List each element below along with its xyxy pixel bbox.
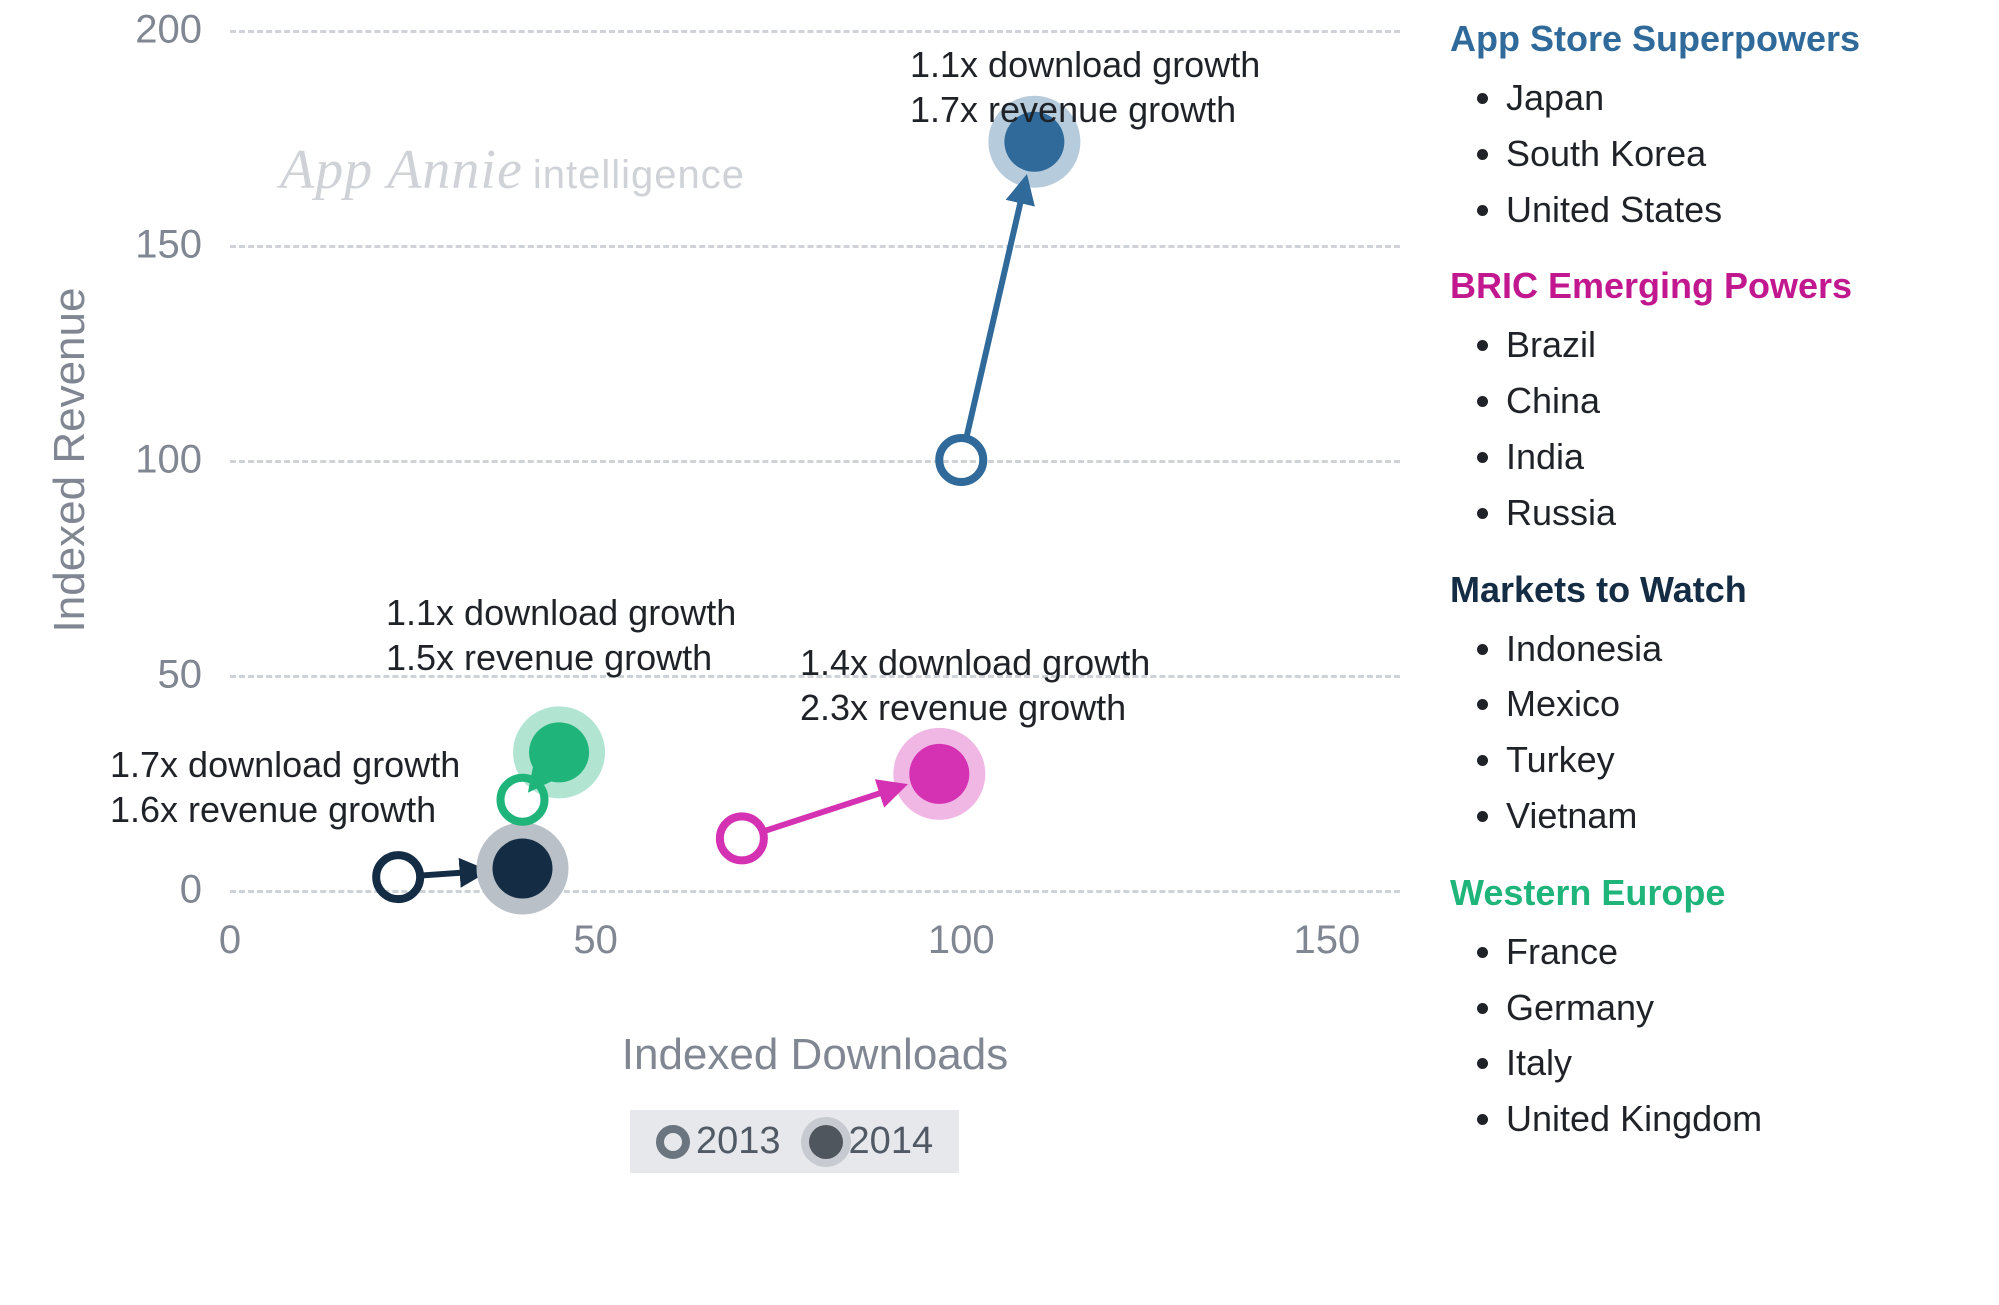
marker-2014-bric <box>909 744 969 804</box>
marker-2014-western_europe <box>529 722 589 782</box>
group-item: Mexico <box>1506 676 1970 732</box>
group-title: App Store Superpowers <box>1450 18 1970 60</box>
annotation-watch: 1.7x download growth1.6x revenue growth <box>110 742 460 832</box>
group-list: BrazilChinaIndiaRussia <box>1450 317 1970 540</box>
group-title: BRIC Emerging Powers <box>1450 265 1970 307</box>
annotation-western_europe: 1.1x download growth1.5x revenue growth <box>386 590 736 680</box>
group-item: Russia <box>1506 485 1970 541</box>
group-list: JapanSouth KoreaUnited States <box>1450 70 1970 237</box>
group-item: France <box>1506 924 1970 980</box>
ytick-label: 100 <box>135 438 230 483</box>
group-item: South Korea <box>1506 126 1970 182</box>
annotation-superpowers: 1.1x download growth1.7x revenue growth <box>910 42 1260 132</box>
dot-icon <box>809 1125 843 1159</box>
marker-2013-bric <box>720 816 764 860</box>
group-item: Germany <box>1506 980 1970 1036</box>
marker-2014-watch <box>493 839 553 899</box>
growth-arrow-watch <box>422 871 480 875</box>
group-item: China <box>1506 373 1970 429</box>
groups-panel: App Store SuperpowersJapanSouth KoreaUni… <box>1450 18 1970 1147</box>
ytick-label: 50 <box>158 653 231 698</box>
y-axis-label: Indexed Revenue <box>45 288 95 633</box>
group-list: FranceGermanyItalyUnited Kingdom <box>1450 924 1970 1147</box>
marker-2013-superpowers <box>939 438 983 482</box>
legend: 2013 2014 <box>630 1110 959 1173</box>
legend-label-2014: 2014 <box>849 1120 934 1163</box>
annotation-bric: 1.4x download growth2.3x revenue growth <box>800 640 1150 730</box>
group-title: Western Europe <box>1450 872 1970 914</box>
group-item: Vietnam <box>1506 788 1970 844</box>
group-item: Italy <box>1506 1035 1970 1091</box>
gridline <box>230 890 1400 893</box>
group-item: Indonesia <box>1506 621 1970 677</box>
chart-area: 050100150200050100150App Annieintelligen… <box>230 30 1400 890</box>
growth-arrow-bric <box>765 787 900 831</box>
ring-icon <box>656 1125 690 1159</box>
legend-label-2013: 2013 <box>696 1120 781 1163</box>
group-list: IndonesiaMexicoTurkeyVietnam <box>1450 621 1970 844</box>
legend-item-2013: 2013 <box>656 1120 781 1163</box>
growth-arrow-superpowers <box>967 183 1025 437</box>
ytick-label: 200 <box>135 8 230 53</box>
group-item: India <box>1506 429 1970 485</box>
xtick-label: 0 <box>219 890 241 963</box>
page-root: Indexed Revenue 050100150200050100150App… <box>0 0 1999 1305</box>
group-item: Japan <box>1506 70 1970 126</box>
x-axis-label: Indexed Downloads <box>622 1030 1008 1080</box>
xtick-label: 150 <box>1294 890 1361 963</box>
ytick-label: 150 <box>135 223 230 268</box>
group-title: Markets to Watch <box>1450 569 1970 611</box>
group-item: United States <box>1506 182 1970 238</box>
group-item: United Kingdom <box>1506 1091 1970 1147</box>
group-item: Turkey <box>1506 732 1970 788</box>
legend-item-2014: 2014 <box>809 1120 934 1163</box>
xtick-label: 100 <box>928 890 995 963</box>
xtick-label: 50 <box>573 890 618 963</box>
group-item: Brazil <box>1506 317 1970 373</box>
